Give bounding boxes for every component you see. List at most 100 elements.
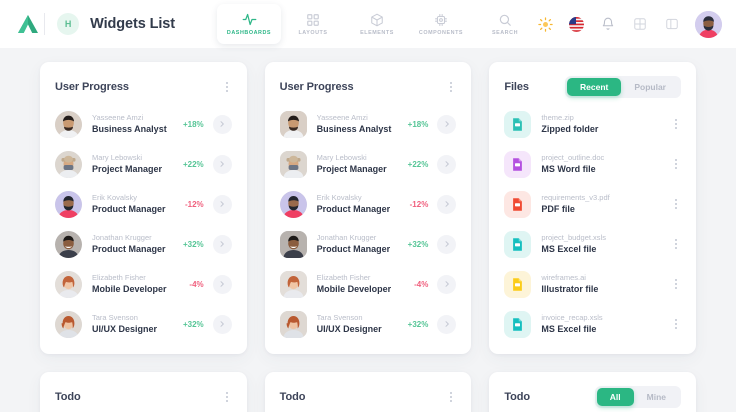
tab-elements[interactable]: ELEMENTS — [345, 4, 409, 44]
file-xls-icon — [504, 310, 532, 338]
user-name: Tara Svenson — [92, 312, 138, 322]
filter-all-button[interactable]: All — [596, 388, 634, 406]
filter-recent-button[interactable]: Recent — [567, 78, 622, 96]
user-role: UI/UX Designer — [92, 323, 158, 334]
user-row[interactable]: Yasseene Amzi Business Analyst +18% — [55, 104, 232, 144]
filter-popular-button[interactable]: Popular — [634, 82, 666, 92]
kebab-menu-icon[interactable] — [222, 389, 232, 405]
user-role: Mobile Developer — [92, 283, 167, 294]
avatar — [279, 310, 307, 338]
card-header: User Progress — [55, 76, 232, 98]
apps-grid-icon[interactable] — [631, 16, 648, 33]
kebab-menu-icon[interactable] — [671, 276, 681, 292]
kebab-menu-icon[interactable] — [222, 79, 232, 95]
tab-search[interactable]: SEARCH — [473, 4, 537, 44]
file-zip-icon — [504, 110, 532, 138]
tab-layouts-label: LAYOUTS — [298, 29, 328, 36]
user-role: UI/UX Designer — [316, 323, 382, 334]
chevron-right-icon[interactable] — [437, 114, 457, 134]
file-row[interactable]: project_budget.xsls MS Excel file — [504, 224, 681, 264]
avatar — [279, 150, 307, 178]
chevron-right-icon[interactable] — [212, 314, 232, 334]
cube-icon — [370, 13, 384, 27]
file-row[interactable]: invoice_recap.xsls MS Excel file — [504, 304, 681, 344]
card-user-progress-2: User Progress Yasseene Amzi Business Ana… — [264, 62, 472, 354]
kebab-menu-icon[interactable] — [671, 116, 681, 132]
file-type: PDF file — [541, 203, 575, 214]
user-role: Business Analyst — [316, 123, 392, 134]
user-row[interactable]: Erik Kovalsky Product Manager -12% — [55, 184, 232, 224]
chevron-right-icon[interactable] — [437, 314, 457, 334]
kebab-menu-icon[interactable] — [671, 156, 681, 172]
grid-squares-icon — [306, 13, 320, 27]
file-row[interactable]: wireframes.ai Illustrator file — [504, 264, 681, 304]
user-row[interactable]: Erik Kovalsky Product Manager -12% — [279, 184, 457, 224]
avatar — [55, 310, 82, 338]
user-row[interactable]: Elizabeth Fisher Mobile Developer -4% — [279, 264, 457, 304]
avatar — [55, 230, 82, 258]
kebab-menu-icon[interactable] — [671, 196, 681, 212]
tab-dashboards[interactable]: DASHBOARDS — [217, 4, 281, 44]
avatar — [279, 190, 307, 218]
user-row[interactable]: Mary Lebowski Project Manager +22% — [279, 144, 457, 184]
kebab-menu-icon[interactable] — [446, 389, 456, 405]
chevron-right-icon[interactable] — [437, 274, 457, 294]
chevron-right-icon[interactable] — [212, 274, 232, 294]
user-row[interactable]: Jonathan Krugger Product Manager +32% — [279, 224, 457, 264]
chevron-right-icon[interactable] — [437, 194, 457, 214]
file-row[interactable]: project_outline.doc MS Word file — [504, 144, 681, 184]
tab-elements-label: ELEMENTS — [360, 29, 394, 36]
bell-icon[interactable] — [599, 16, 616, 33]
card-todo-1: Todo Call Mike R. at 8:30am Pending — [40, 372, 247, 412]
user-role: Product Manager — [92, 203, 166, 214]
file-type: Illustrator file — [541, 283, 599, 294]
user-name: Elizabeth Fisher — [316, 272, 371, 282]
panel-toggle-icon[interactable] — [663, 16, 680, 33]
user-avatar[interactable] — [695, 10, 722, 38]
user-role: Product Manager — [316, 243, 391, 254]
user-row[interactable]: Elizabeth Fisher Mobile Developer -4% — [55, 264, 232, 304]
user-percent: +22% — [407, 159, 429, 169]
workspace-badge[interactable]: H — [57, 13, 80, 35]
card-title: Todo — [55, 391, 81, 403]
user-row[interactable]: Yasseene Amzi Business Analyst +18% — [279, 104, 457, 144]
user-row[interactable]: Mary Lebowski Project Manager +22% — [55, 144, 232, 184]
tab-components[interactable]: COMPONENTS — [409, 4, 473, 44]
file-name: wireframes.ai — [541, 272, 586, 282]
user-row[interactable]: Tara Svenson UI/UX Designer +32% — [279, 304, 457, 344]
chevron-right-icon[interactable] — [212, 114, 232, 134]
file-name: project_budget.xsls — [541, 232, 606, 242]
user-name: Erik Kovalsky — [316, 192, 362, 202]
kebab-menu-icon[interactable] — [671, 316, 681, 332]
filter-mine-button[interactable]: Mine — [646, 392, 666, 402]
user-list: Yasseene Amzi Business Analyst +18% — [279, 104, 457, 344]
file-row[interactable]: requirements_v3.pdf PDF file — [504, 184, 681, 224]
chevron-right-icon[interactable] — [212, 154, 232, 174]
user-percent: -4% — [189, 279, 204, 289]
user-role: Mobile Developer — [316, 283, 392, 294]
user-row[interactable]: Tara Svenson UI/UX Designer +32% — [55, 304, 232, 344]
card-user-progress-1: User Progress Yasseene Amzi Business Ana… — [40, 62, 247, 354]
chevron-right-icon[interactable] — [212, 194, 232, 214]
card-header: Todo — [280, 386, 457, 408]
card-todo-2: Todo Call Mike R. at 8:30am Pending — [264, 372, 472, 412]
user-row[interactable]: Jonathan Krugger Product Manager +32% — [55, 224, 232, 264]
user-name: Yasseene Amzi — [316, 112, 368, 122]
tab-layouts[interactable]: LAYOUTS — [281, 4, 345, 44]
kebab-menu-icon[interactable] — [671, 236, 681, 252]
header-actions — [537, 10, 722, 38]
chevron-right-icon[interactable] — [437, 234, 457, 254]
kebab-menu-icon[interactable] — [446, 79, 456, 95]
chevron-right-icon[interactable] — [437, 154, 457, 174]
triangle-logo-icon[interactable] — [14, 14, 42, 34]
flag-us-icon[interactable] — [569, 16, 584, 32]
file-row[interactable]: theme.zip Zipped folder — [504, 104, 681, 144]
card-title: Files — [504, 81, 529, 93]
chevron-right-icon[interactable] — [212, 234, 232, 254]
card-header: User Progress — [280, 76, 457, 98]
user-name: Tara Svenson — [316, 312, 363, 322]
theme-sun-icon[interactable] — [537, 16, 554, 33]
user-percent: +32% — [407, 239, 429, 249]
file-list: theme.zip Zipped folder project_outline.… — [504, 104, 681, 344]
user-role: Business Analyst — [92, 123, 167, 134]
